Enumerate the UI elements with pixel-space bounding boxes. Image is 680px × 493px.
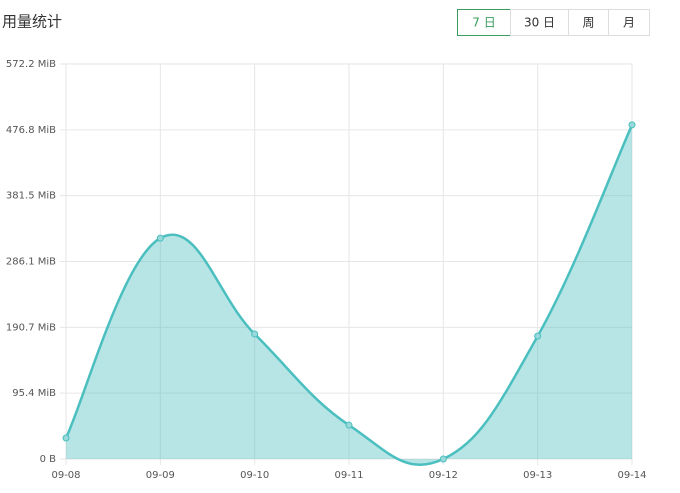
range-button-label[interactable]: 30 日 bbox=[524, 16, 555, 30]
point bbox=[62, 434, 70, 442]
x-tick-label: 09-13 bbox=[523, 470, 552, 481]
chart-title: 用量统计 bbox=[2, 13, 62, 31]
y-tick-label: 0 B bbox=[40, 454, 57, 465]
point bbox=[628, 121, 636, 129]
x-tick-label: 09-09 bbox=[146, 470, 175, 481]
point bbox=[156, 234, 164, 242]
range-button[interactable] bbox=[510, 9, 569, 36]
point bbox=[345, 421, 353, 429]
point bbox=[534, 332, 542, 340]
x-tick-label: 09-10 bbox=[240, 470, 269, 481]
y-tick-label: 572.2 MiB bbox=[6, 59, 56, 70]
x-tick-label: 09-08 bbox=[51, 470, 80, 481]
range-button-label[interactable]: 月 bbox=[623, 16, 635, 30]
area-fill bbox=[66, 124, 632, 465]
point bbox=[439, 455, 447, 463]
x-tick-label: 09-11 bbox=[334, 470, 363, 481]
range-button-label[interactable]: 7 日 bbox=[472, 16, 495, 30]
y-tick-label: 381.5 MiB bbox=[6, 191, 56, 202]
y-tick-label: 190.7 MiB bbox=[6, 322, 56, 333]
y-tick-label: 95.4 MiB bbox=[12, 388, 56, 399]
range-button[interactable] bbox=[608, 9, 650, 36]
range-button[interactable] bbox=[568, 9, 609, 36]
range-button[interactable] bbox=[457, 9, 511, 36]
range-button-label[interactable]: 周 bbox=[582, 16, 594, 30]
point bbox=[251, 330, 259, 338]
y-tick-label: 286.1 MiB bbox=[6, 257, 56, 268]
x-tick-label: 09-14 bbox=[617, 470, 646, 481]
y-tick-label: 476.8 MiB bbox=[6, 125, 56, 136]
x-tick-label: 09-12 bbox=[429, 470, 458, 481]
